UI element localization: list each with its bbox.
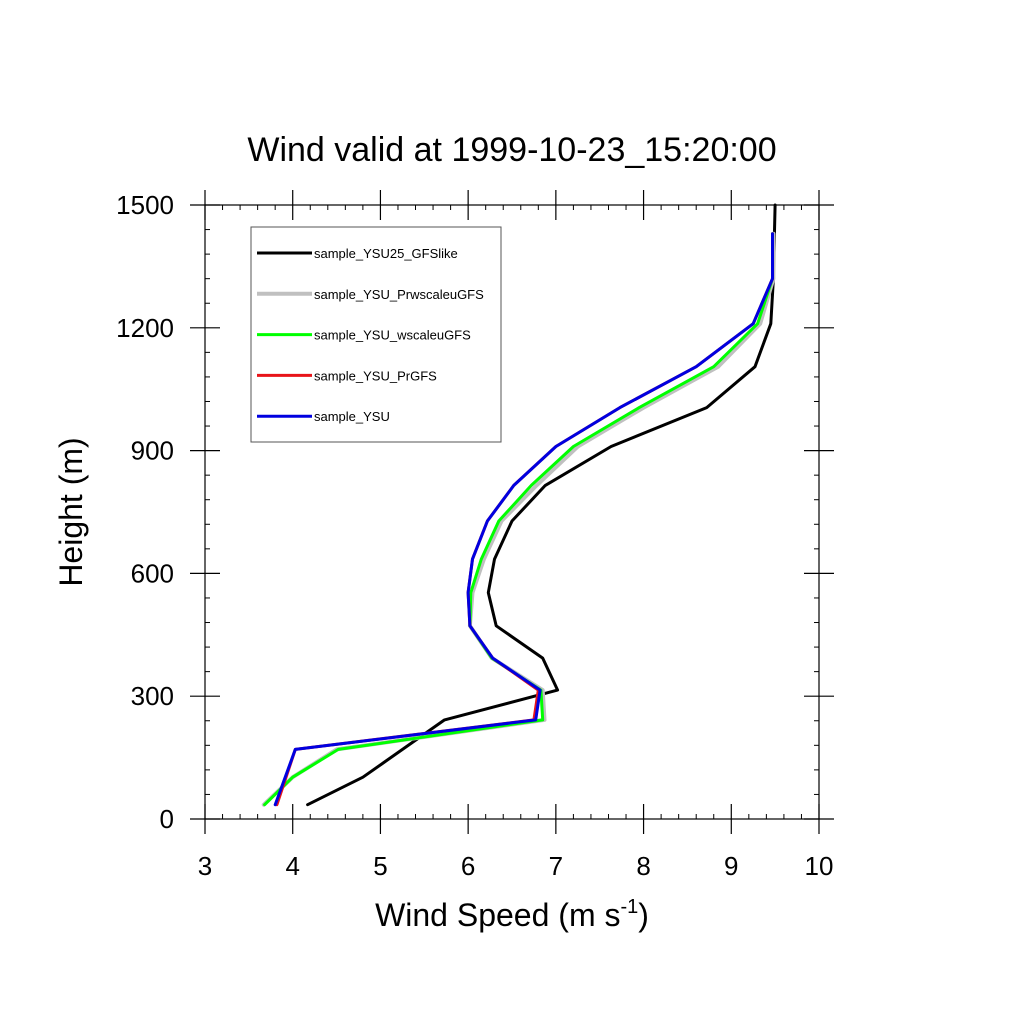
x-tick-label: 6 <box>461 851 475 881</box>
legend-label-2: sample_YSU_PrwscaleuGFS <box>314 287 484 302</box>
x-tick-label: 7 <box>549 851 563 881</box>
x-tick-label: 8 <box>636 851 650 881</box>
chart-title: Wind valid at 1999-10-23_15:20:00 <box>247 131 776 169</box>
legend-label-5: sample_YSU <box>314 409 390 424</box>
x-axis-label-suffix: ) <box>638 897 649 933</box>
x-tick-label: 3 <box>198 851 212 881</box>
x-tick-label: 4 <box>285 851 299 881</box>
legend-label-4: sample_YSU_PrGFS <box>314 368 437 383</box>
minor-ticks <box>205 205 819 819</box>
series-line-3 <box>263 232 774 807</box>
legend: sample_YSU25_GFSlike sample_YSU_Prwscaleu… <box>250 226 502 443</box>
x-axis-label: Wind Speed (m s-1) <box>375 896 649 933</box>
y-tick-label: 0 <box>160 804 174 834</box>
x-axis-label-superscript: -1 <box>620 896 638 918</box>
legend-label-1: sample_YSU25_GFSlike <box>314 246 458 261</box>
y-tick-label: 1200 <box>116 313 174 343</box>
y-tick-label: 300 <box>131 681 174 711</box>
x-tick-label: 10 <box>805 851 834 881</box>
x-tick-label: 9 <box>724 851 738 881</box>
y-tick-label: 900 <box>131 436 174 466</box>
y-axis-label: Height (m) <box>53 437 89 586</box>
tick-labels: 3 4 5 6 7 8 9 10 0 300 600 900 1200 1500 <box>116 190 833 881</box>
legend-entries: sample_YSU25_GFSlike sample_YSU_Prwscaleu… <box>257 246 484 424</box>
legend-label-3: sample_YSU_wscaleuGFS <box>314 328 471 343</box>
y-tick-label: 1500 <box>116 190 174 220</box>
x-axis-label-text: Wind Speed (m s <box>375 897 620 933</box>
series-lines <box>261 203 777 807</box>
x-tick-label: 5 <box>373 851 387 881</box>
plot-frame <box>204 204 820 820</box>
y-tick-label: 600 <box>131 558 174 588</box>
series-line-5 <box>273 232 774 807</box>
series-line-1 <box>306 203 777 807</box>
